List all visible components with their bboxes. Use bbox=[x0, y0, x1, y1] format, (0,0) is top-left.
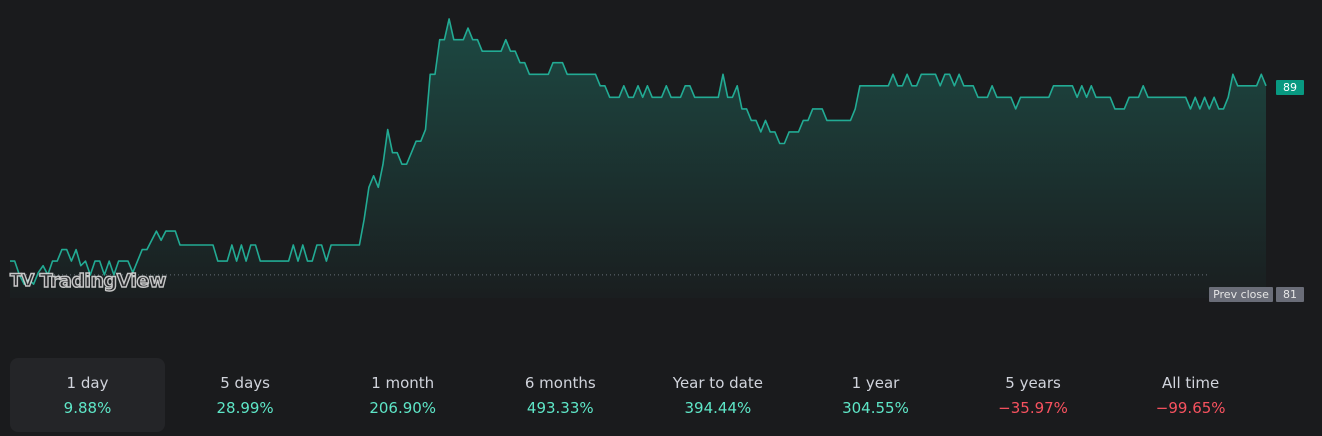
period-tab-1-month[interactable]: 1 month 206.90% bbox=[325, 358, 480, 432]
period-label: Year to date bbox=[672, 374, 763, 392]
period-change-value: 394.44% bbox=[684, 399, 752, 417]
last-price-label: 89 bbox=[1276, 79, 1304, 95]
period-tab-5-days[interactable]: 5 days 28.99% bbox=[168, 358, 323, 432]
period-tab-5-years[interactable]: 5 years −35.97% bbox=[956, 358, 1111, 432]
period-change-value: 206.90% bbox=[369, 399, 437, 417]
period-change-value: −99.65% bbox=[1155, 399, 1226, 417]
tradingview-logo-icon: TV bbox=[9, 270, 35, 291]
prev-close-label: Prev close bbox=[1209, 287, 1273, 302]
period-change-value: 28.99% bbox=[216, 399, 274, 417]
period-label: 5 years bbox=[1005, 374, 1061, 392]
price-chart[interactable]: TV TradingView 89 Prev close 81 bbox=[0, 0, 1322, 330]
period-tab-1-day[interactable]: 1 day 9.88% bbox=[10, 358, 165, 432]
period-change-value: −35.97% bbox=[998, 399, 1068, 417]
period-label: 5 days bbox=[220, 374, 270, 392]
period-performance-tabs: 1 day 9.88% 5 days 28.99% 1 month 206.90… bbox=[10, 358, 1312, 432]
period-change-value: 9.88% bbox=[63, 399, 112, 417]
chart-canvas bbox=[10, 18, 1267, 299]
series-group bbox=[10, 18, 1267, 299]
period-tab-6-months[interactable]: 6 months 493.33% bbox=[483, 358, 638, 432]
period-label: 6 months bbox=[524, 374, 596, 392]
price-line bbox=[10, 18, 1267, 285]
period-change-value: 493.33% bbox=[526, 399, 594, 417]
tradingview-brand-text: TradingView bbox=[39, 269, 167, 292]
price-area-fill bbox=[10, 18, 1266, 299]
period-tab-year-to-date[interactable]: Year to date 394.44% bbox=[640, 358, 795, 432]
tradingview-watermark: TV TradingView bbox=[9, 269, 167, 292]
prev-close-value: 81 bbox=[1276, 287, 1304, 302]
period-tab-all-time[interactable]: All time −99.65% bbox=[1113, 358, 1268, 432]
period-label: All time bbox=[1162, 374, 1220, 392]
period-label: 1 year bbox=[851, 374, 900, 392]
period-tab-1-year[interactable]: 1 year 304.55% bbox=[798, 358, 953, 432]
period-change-value: 304.55% bbox=[842, 399, 909, 417]
period-label: 1 month bbox=[371, 374, 435, 392]
period-label: 1 day bbox=[66, 374, 109, 392]
